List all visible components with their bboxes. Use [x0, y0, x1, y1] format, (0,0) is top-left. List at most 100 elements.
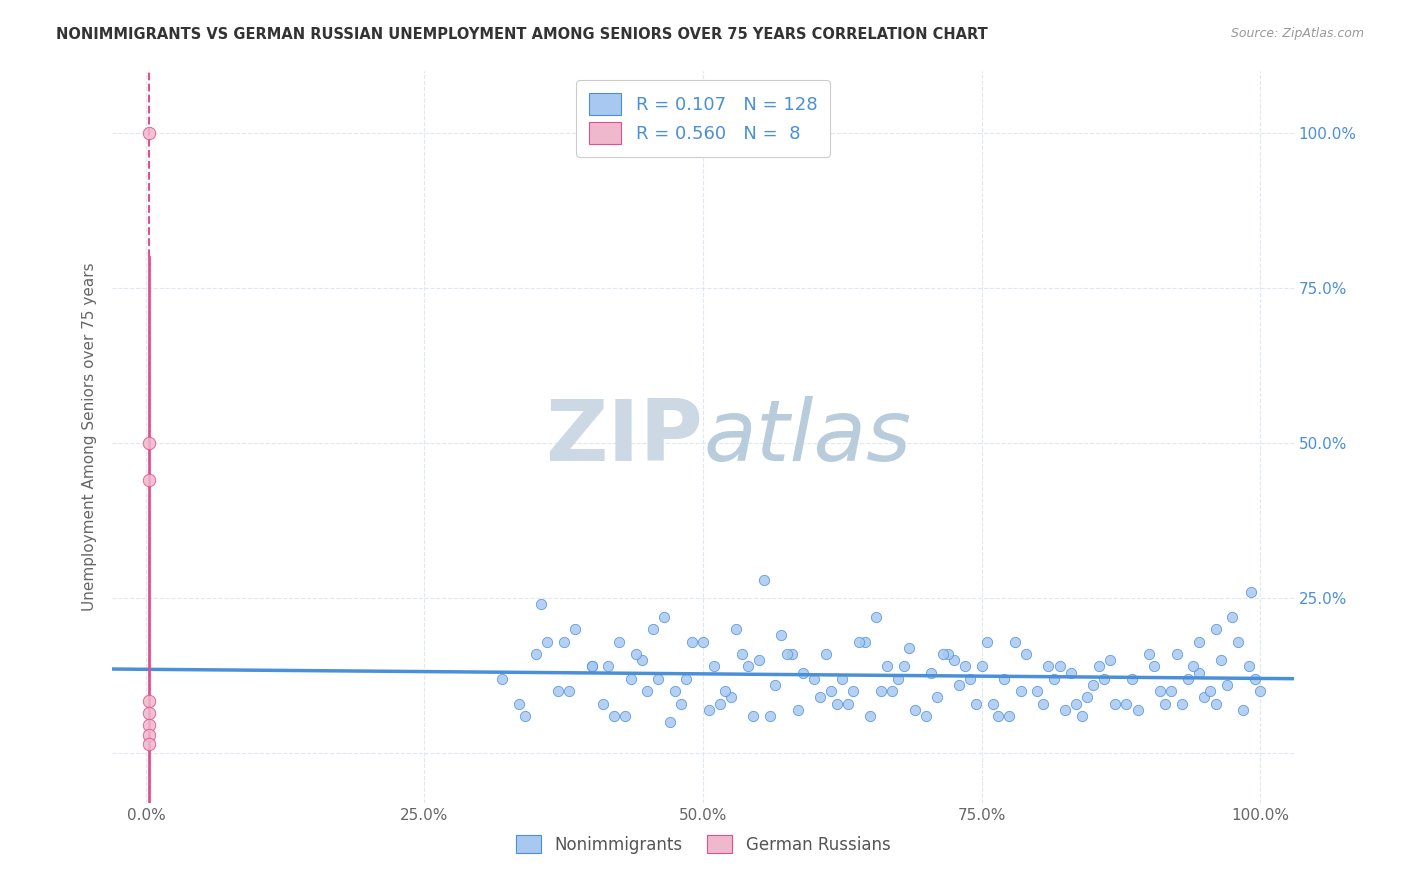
Point	[1188, 665, 1211, 680]
Point	[138, 737, 160, 751]
Point	[714, 684, 737, 698]
Point	[904, 703, 927, 717]
Point	[920, 665, 942, 680]
Point	[792, 665, 814, 680]
Point	[742, 709, 765, 723]
Point	[1137, 647, 1160, 661]
Point	[697, 703, 720, 717]
Point	[1237, 659, 1260, 673]
Point	[1032, 697, 1054, 711]
Point	[138, 474, 160, 488]
Point	[748, 653, 770, 667]
Point	[530, 598, 553, 612]
Legend: Nonimmigrants, German Russians: Nonimmigrants, German Russians	[509, 829, 897, 860]
Point	[754, 573, 776, 587]
Point	[709, 697, 731, 711]
Point	[138, 718, 160, 732]
Text: atlas: atlas	[703, 395, 911, 479]
Point	[1092, 672, 1115, 686]
Point	[720, 690, 742, 705]
Point	[925, 690, 948, 705]
Point	[1194, 690, 1216, 705]
Point	[848, 634, 870, 648]
Point	[1087, 659, 1109, 673]
Point	[636, 684, 658, 698]
Point	[953, 659, 976, 673]
Point	[598, 659, 620, 673]
Point	[780, 647, 803, 661]
Point	[965, 697, 987, 711]
Point	[609, 634, 631, 648]
Point	[652, 610, 675, 624]
Text: Source: ZipAtlas.com: Source: ZipAtlas.com	[1230, 27, 1364, 40]
Point	[981, 697, 1004, 711]
Point	[524, 647, 547, 661]
Point	[1115, 697, 1137, 711]
Point	[547, 684, 569, 698]
Point	[882, 684, 904, 698]
Point	[998, 709, 1021, 723]
Point	[859, 709, 882, 723]
Point	[614, 709, 637, 723]
Point	[931, 647, 953, 661]
Point	[1149, 684, 1171, 698]
Point	[1209, 653, 1232, 667]
Text: ZIP: ZIP	[546, 395, 703, 479]
Point	[1060, 665, 1083, 680]
Point	[581, 659, 603, 673]
Point	[893, 659, 915, 673]
Point	[681, 634, 703, 648]
Point	[865, 610, 887, 624]
Point	[814, 647, 837, 661]
Point	[1064, 697, 1087, 711]
Point	[765, 678, 787, 692]
Point	[936, 647, 959, 661]
Point	[1015, 647, 1038, 661]
Point	[1143, 659, 1166, 673]
Point	[138, 693, 160, 707]
Point	[914, 709, 936, 723]
Point	[1243, 672, 1265, 686]
Point	[1049, 659, 1071, 673]
Text: NONIMMIGRANTS VS GERMAN RUSSIAN UNEMPLOYMENT AMONG SENIORS OVER 75 YEARS CORRELA: NONIMMIGRANTS VS GERMAN RUSSIAN UNEMPLOY…	[56, 27, 988, 42]
Point	[664, 684, 686, 698]
Point	[948, 678, 970, 692]
Y-axis label: Unemployment Among Seniors over 75 years: Unemployment Among Seniors over 75 years	[82, 263, 97, 611]
Point	[1070, 709, 1092, 723]
Point	[820, 684, 842, 698]
Point	[1043, 672, 1066, 686]
Point	[1104, 697, 1126, 711]
Point	[703, 659, 725, 673]
Point	[1126, 703, 1149, 717]
Point	[1215, 678, 1237, 692]
Point	[647, 672, 669, 686]
Point	[1154, 697, 1177, 711]
Point	[1240, 585, 1263, 599]
Point	[138, 728, 160, 742]
Point	[1205, 697, 1227, 711]
Point	[1226, 634, 1249, 648]
Point	[536, 634, 558, 648]
Point	[138, 706, 160, 720]
Point	[1121, 672, 1143, 686]
Point	[825, 697, 848, 711]
Point	[837, 697, 859, 711]
Point	[1054, 703, 1077, 717]
Point	[641, 622, 664, 636]
Point	[508, 697, 530, 711]
Point	[853, 634, 876, 648]
Point	[993, 672, 1015, 686]
Point	[603, 709, 626, 723]
Point	[675, 672, 697, 686]
Point	[553, 634, 575, 648]
Point	[1076, 690, 1098, 705]
Point	[959, 672, 981, 686]
Point	[876, 659, 898, 673]
Point	[1081, 678, 1104, 692]
Point	[1166, 647, 1188, 661]
Point	[491, 672, 513, 686]
Point	[1010, 684, 1032, 698]
Point	[1220, 610, 1243, 624]
Point	[692, 634, 714, 648]
Point	[1171, 697, 1194, 711]
